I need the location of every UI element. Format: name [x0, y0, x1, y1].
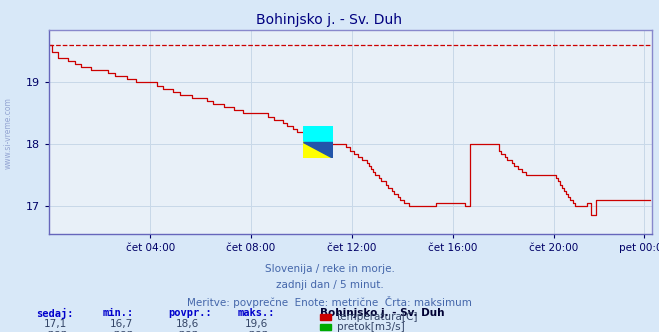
- Text: Bohinjsko j. - Sv. Duh: Bohinjsko j. - Sv. Duh: [320, 308, 444, 318]
- Text: www.si-vreme.com: www.si-vreme.com: [4, 97, 13, 169]
- Text: -nan: -nan: [44, 329, 67, 332]
- Text: -nan: -nan: [245, 329, 268, 332]
- Text: 18,6: 18,6: [176, 319, 199, 329]
- Text: Meritve: povprečne  Enote: metrične  Črta: maksimum: Meritve: povprečne Enote: metrične Črta:…: [187, 296, 472, 308]
- Polygon shape: [303, 142, 333, 158]
- Polygon shape: [303, 126, 333, 142]
- Text: temperatura[C]: temperatura[C]: [337, 312, 418, 322]
- Text: pretok[m3/s]: pretok[m3/s]: [337, 322, 405, 332]
- Text: 17,1: 17,1: [44, 319, 67, 329]
- Text: 16,7: 16,7: [110, 319, 133, 329]
- Text: min.:: min.:: [102, 308, 133, 318]
- Text: -nan: -nan: [110, 329, 133, 332]
- Text: -nan: -nan: [176, 329, 199, 332]
- Text: Slovenija / reke in morje.: Slovenija / reke in morje.: [264, 264, 395, 274]
- Text: 19,6: 19,6: [245, 319, 268, 329]
- Text: povpr.:: povpr.:: [168, 308, 212, 318]
- Polygon shape: [303, 142, 333, 158]
- Text: sedaj:: sedaj:: [36, 308, 74, 319]
- Text: zadnji dan / 5 minut.: zadnji dan / 5 minut.: [275, 280, 384, 290]
- Text: maks.:: maks.:: [237, 308, 275, 318]
- Text: Bohinjsko j. - Sv. Duh: Bohinjsko j. - Sv. Duh: [256, 13, 403, 27]
